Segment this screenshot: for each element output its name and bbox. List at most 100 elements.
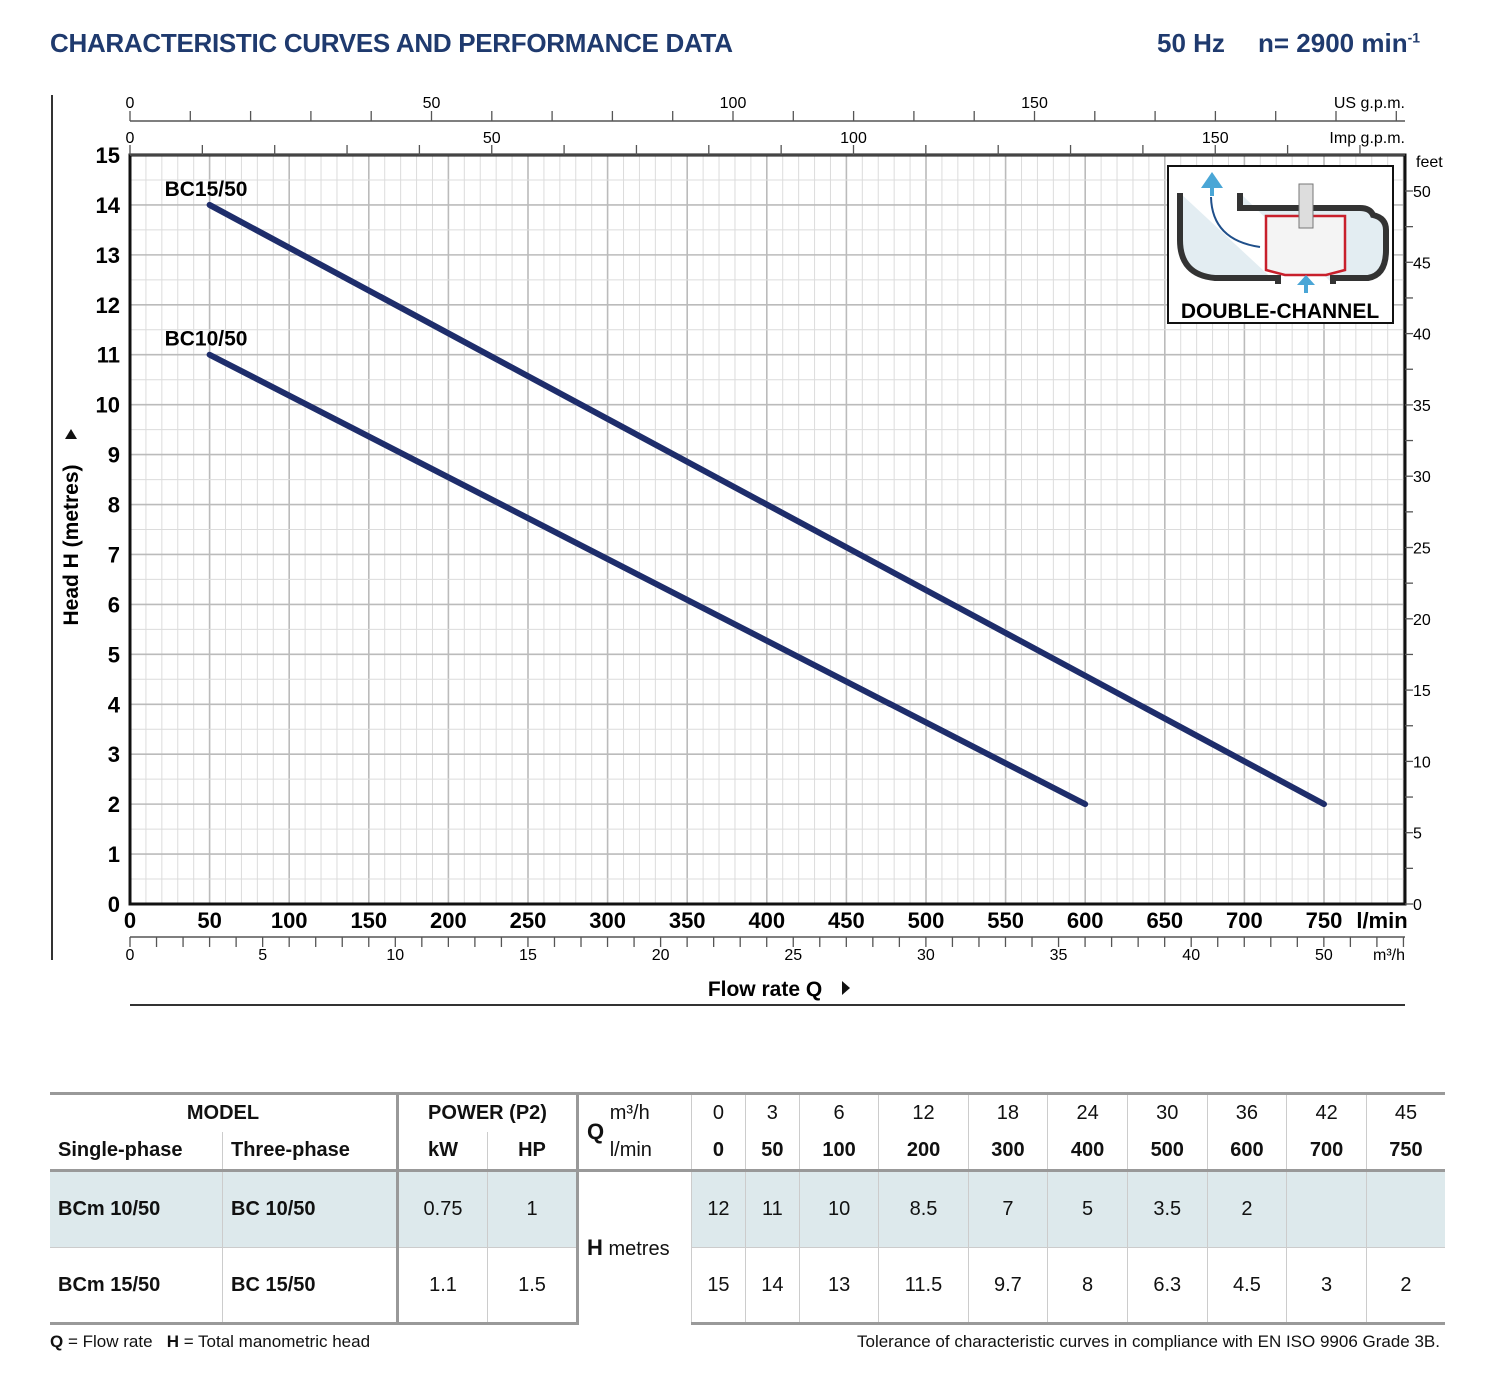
- q-key: Q: [50, 1332, 64, 1351]
- shaft-icon: [1298, 183, 1314, 229]
- power-kw: 1.1: [396, 1247, 488, 1325]
- single-phase-model: BCm 10/50: [50, 1169, 223, 1248]
- performance-chart: 0 50 100 150 200 250 300 350 400 450 500 550 600 650 7…: [51, 95, 1444, 1006]
- x-tick-label: 200: [430, 908, 467, 933]
- x-tick-label: 450: [828, 908, 865, 933]
- m3h-tick-label: 25: [784, 947, 802, 964]
- us_gpm-tick-label: 100: [720, 95, 747, 112]
- head-value: 12: [691, 1169, 746, 1248]
- double-channel-inset: DOUBLE-CHANNEL: [1167, 165, 1394, 324]
- h-key: H: [166, 1332, 179, 1351]
- performance-table: MODEL POWER (P2) Q m³/h l/min 0 3 6 12 18 24 30…: [50, 1092, 1445, 1325]
- power-hp: 1.5: [487, 1247, 578, 1325]
- y-tick-label: 0: [108, 892, 120, 917]
- imp_gpm-tick-label: 50: [483, 130, 501, 147]
- th-single-phase: Single-phase: [58, 1139, 183, 1161]
- m3h-tick-label: 20: [652, 947, 670, 964]
- th-model: MODEL: [50, 1092, 398, 1132]
- y-tick-label: 5: [108, 642, 120, 667]
- q-lmin-value: 700: [1286, 1132, 1367, 1171]
- y-tick-label: 12: [96, 293, 120, 318]
- frequency: 50 Hz: [1157, 28, 1225, 58]
- q-lmin-value: 200: [878, 1132, 969, 1171]
- q-lmin-value: 100: [798, 1132, 879, 1171]
- imp_gpm-unit-label: Imp g.p.m.: [1329, 130, 1405, 147]
- head-value: [1286, 1169, 1367, 1248]
- q-m3h-value: 36: [1206, 1092, 1287, 1132]
- x-tick-label: 400: [748, 908, 785, 933]
- y-tick-label: 11: [97, 343, 120, 368]
- x-tick-label: 300: [589, 908, 626, 933]
- h-symbol: H: [587, 1234, 603, 1260]
- inset-label: DOUBLE-CHANNEL: [1181, 300, 1379, 323]
- x-tick-label: 150: [350, 908, 387, 933]
- q-m3h-value: 30: [1126, 1092, 1208, 1132]
- q-m3h-value: 24: [1047, 1092, 1128, 1132]
- head-value: 3.5: [1126, 1169, 1208, 1248]
- us_gpm-tick-label: 50: [423, 95, 441, 112]
- m3h-tick-label: 10: [386, 947, 404, 964]
- axes: 0 50 100 150 200 250 300 350 400 450 500 550 600 650 7…: [96, 95, 1444, 964]
- head-value: 10: [798, 1169, 879, 1248]
- head-value: 11.5: [878, 1247, 969, 1325]
- x-tick-label: 700: [1226, 908, 1263, 933]
- y-tick-label: 6: [108, 592, 120, 617]
- head-value: 2: [1206, 1169, 1287, 1248]
- q-m3h-value: 42: [1286, 1092, 1367, 1132]
- q-unit-lmin: l/min: [609, 1139, 652, 1161]
- curve-bc15-50: [206, 201, 1327, 808]
- m3h-tick-label: 40: [1182, 947, 1200, 964]
- x-tick-label: 600: [1067, 908, 1104, 933]
- head-value: 9.7: [967, 1247, 1048, 1325]
- h-metres-label: H metres: [576, 1169, 692, 1324]
- q-lmin-value: 300: [967, 1132, 1048, 1171]
- q-unit-m3h: m³/h: [609, 1102, 650, 1124]
- m3h-tick-label: 35: [1050, 947, 1068, 964]
- q-m3h-value: 0: [691, 1092, 746, 1132]
- head-value: 7: [967, 1169, 1048, 1248]
- us_gpm-tick-label: 0: [126, 95, 135, 112]
- tolerance-note: Tolerance of characteristic curves in co…: [857, 1332, 1440, 1351]
- q-m3h-value: 6: [798, 1092, 879, 1132]
- head-value: 14: [744, 1247, 800, 1325]
- curves: BC15/50 BC10/50: [165, 178, 1327, 808]
- feet-tick-label: 15: [1413, 683, 1431, 700]
- th-kw: kW: [396, 1132, 488, 1171]
- m3h-tick-label: 50: [1315, 947, 1333, 964]
- y-tick-label: 3: [108, 742, 120, 767]
- head-value: 13: [798, 1247, 879, 1325]
- th-three-phase: Three-phase: [222, 1132, 398, 1171]
- three-phase-model: BC 15/50: [222, 1247, 398, 1325]
- q-m3h-value: 45: [1365, 1092, 1445, 1132]
- q-lmin-value: 600: [1206, 1132, 1287, 1171]
- head-value: 8.5: [878, 1169, 969, 1248]
- page-title: CHARACTERISTIC CURVES AND PERFORMANCE DA…: [50, 28, 733, 58]
- m3h-unit-label: m³/h: [1373, 947, 1405, 964]
- q-m3h-value: 18: [967, 1092, 1048, 1132]
- y-tick-label: 10: [96, 393, 120, 418]
- imp_gpm-tick-label: 100: [840, 130, 867, 147]
- feet-tick-label: 0: [1413, 897, 1422, 914]
- head-value: 2: [1365, 1247, 1445, 1325]
- y-tick-label: 1: [108, 842, 120, 867]
- feet-tick-label: 30: [1413, 469, 1431, 486]
- speed: n= 2900 min-1: [1258, 28, 1420, 59]
- y-tick-label: 14: [96, 193, 121, 218]
- q-m3h-value: 3: [744, 1092, 800, 1132]
- y-tick-label: 7: [108, 542, 120, 567]
- imp_gpm-tick-label: 0: [126, 130, 135, 147]
- power-kw: 0.75: [396, 1169, 488, 1248]
- q-symbol: Q: [587, 1119, 605, 1144]
- m3h-tick-label: 5: [258, 947, 267, 964]
- q-text: = Flow rate: [63, 1332, 153, 1351]
- imp_gpm-tick-label: 150: [1202, 130, 1229, 147]
- head-value: 3: [1286, 1247, 1367, 1325]
- feet-unit-label: feet: [1416, 154, 1443, 171]
- x-axis-label: Flow rate Q: [708, 978, 822, 1001]
- head-value: [1365, 1169, 1445, 1248]
- curve-bc10-50: [206, 351, 1089, 808]
- inlet-arrow-icon: [1297, 275, 1315, 293]
- x-arrow-icon: [842, 981, 850, 995]
- curve-label: BC10/50: [165, 328, 248, 351]
